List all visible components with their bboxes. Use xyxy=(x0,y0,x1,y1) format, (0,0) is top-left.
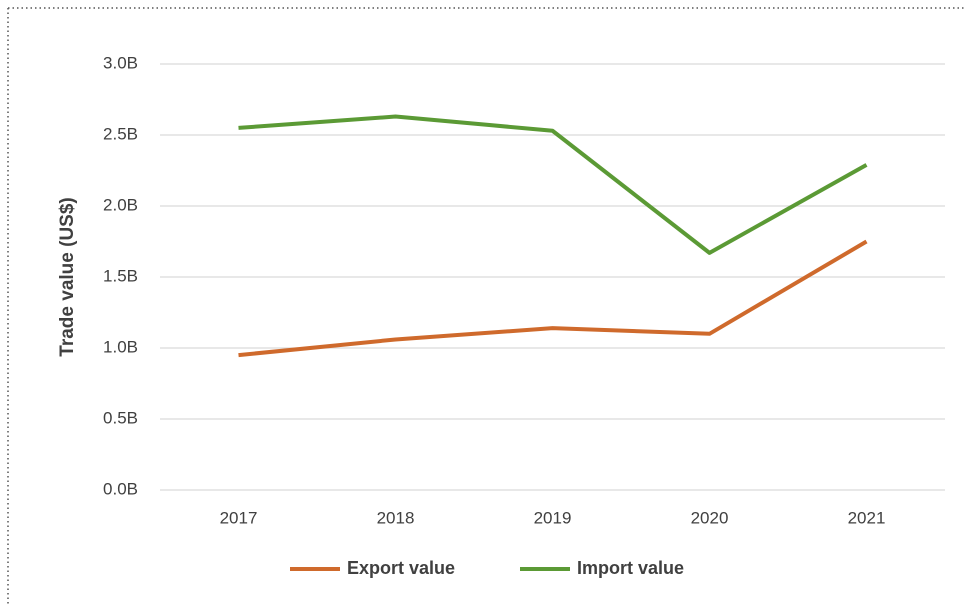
y-tick-label: 2.5B xyxy=(103,124,138,143)
y-axis-label: Trade value (US$) xyxy=(57,197,78,356)
y-tick-label: 0.5B xyxy=(103,408,138,427)
x-tick-label: 2019 xyxy=(534,508,572,527)
data-line xyxy=(238,114,868,255)
legend-label: Import value xyxy=(577,558,684,578)
x-tick-label: 2020 xyxy=(691,508,729,527)
y-tick-label: 3.0B xyxy=(103,53,138,72)
x-tick-label: 2017 xyxy=(220,508,258,527)
data-line xyxy=(238,239,868,358)
y-tick-label: 2.0B xyxy=(103,195,138,214)
x-tick-label: 2018 xyxy=(377,508,415,527)
legend-label: Export value xyxy=(347,558,455,578)
y-tick-label: 0.0B xyxy=(103,479,138,498)
x-tick-label: 2021 xyxy=(848,508,886,527)
y-tick-label: 1.0B xyxy=(103,337,138,356)
y-tick-label: 1.5B xyxy=(103,266,138,285)
